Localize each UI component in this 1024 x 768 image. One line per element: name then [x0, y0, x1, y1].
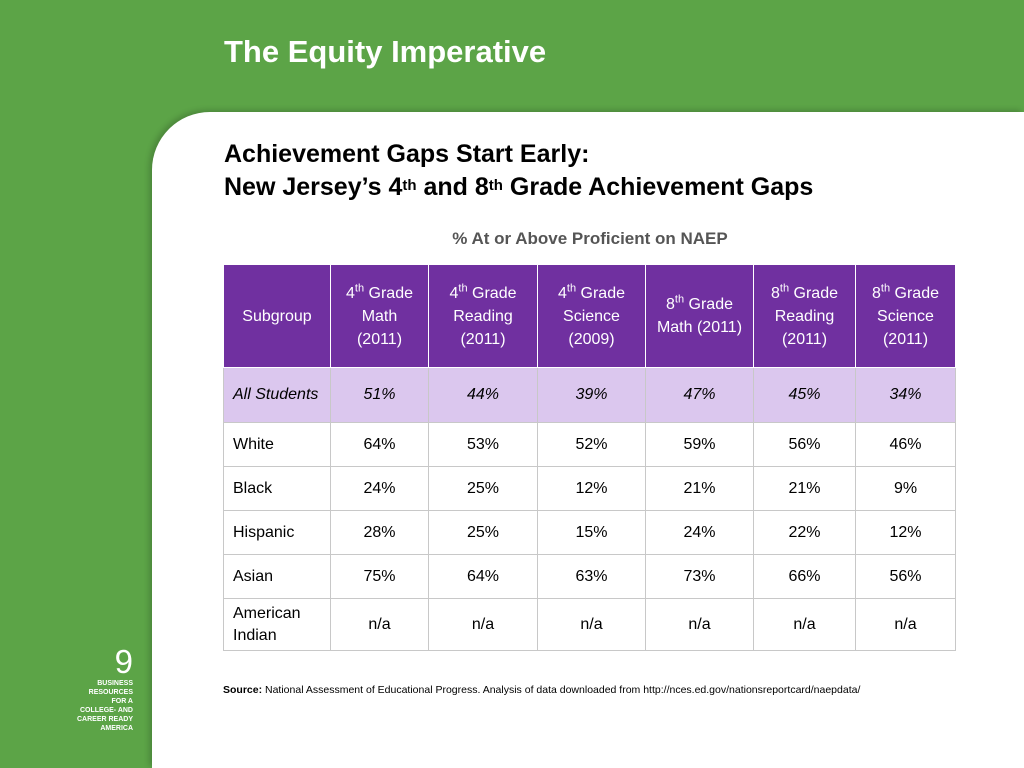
value-cell: 73% [645, 554, 754, 599]
value-cell: 25% [428, 466, 538, 511]
value-cell: 12% [855, 510, 956, 555]
header-grade-number: 4 [557, 284, 567, 302]
subgroup-cell: Hispanic [223, 510, 331, 555]
subtitle-ordinal-1: th [402, 177, 417, 194]
header-column-label: Grade Science (2009) [563, 284, 625, 348]
value-cell: 46% [855, 422, 956, 467]
subgroup-cell: American Indian [223, 598, 331, 651]
table-row: Asian 75% 64% 63% 73% 66% 56% [223, 554, 956, 599]
value-cell: n/a [330, 598, 429, 651]
value-cell: 53% [428, 422, 538, 467]
value-cell: 44% [428, 367, 538, 423]
value-cell: 52% [537, 422, 646, 467]
value-cell: 24% [330, 466, 429, 511]
header-subgroup: Subgroup [223, 264, 331, 368]
source-label: Source: [223, 684, 263, 696]
value-cell: n/a [855, 598, 956, 651]
header-column-label: Grade Math (2011) [656, 296, 743, 336]
value-cell: 64% [428, 554, 538, 599]
value-cell: 39% [537, 367, 646, 423]
header-ordinal: th [458, 282, 468, 295]
value-cell: 59% [645, 422, 754, 467]
value-cell: 75% [330, 554, 429, 599]
header-ordinal: th [566, 282, 577, 295]
value-cell: 51% [330, 367, 429, 423]
value-cell: n/a [428, 598, 538, 651]
brand-wordmark: BUSINESS RESOURCES FOR A COLLEGE- AND CA… [60, 679, 133, 733]
header-column: 4th Grade Reading (2011) [428, 264, 538, 368]
value-cell: 34% [855, 367, 956, 423]
brand-line: RESOURCES [88, 689, 133, 696]
header-grade-number: 8 [770, 284, 780, 302]
value-cell: 45% [753, 367, 856, 423]
value-cell: 12% [537, 466, 646, 511]
header-grade-number: 8 [871, 284, 881, 302]
value-cell: 25% [428, 510, 538, 555]
value-cell: 63% [537, 554, 646, 599]
value-cell: n/a [753, 598, 856, 651]
header-grade-number: 4 [345, 284, 355, 302]
header-column: 8th Grade Reading (2011) [753, 264, 856, 368]
value-cell: 47% [645, 367, 754, 423]
source-text: National Assessment of Educational Progr… [262, 684, 861, 696]
subtitle-line-2-prefix: New Jersey’s 4 [224, 173, 403, 201]
header-grade-number: 8 [665, 296, 675, 313]
slide-title: The Equity Imperative [224, 34, 547, 69]
value-cell: 21% [645, 466, 754, 511]
header-column-label: Grade Reading (2011) [453, 284, 517, 348]
brand-line: FOR A [111, 698, 133, 705]
table-caption: % At or Above Proficient on NAEP [452, 229, 728, 248]
table-row: White 64% 53% 52% 59% 56% 46% [223, 422, 956, 467]
value-cell: 15% [537, 510, 646, 555]
header-column-label: Grade Math (2011) [356, 284, 413, 348]
subgroup-cell: White [223, 422, 331, 467]
value-cell: 21% [753, 466, 856, 511]
value-cell: 22% [753, 510, 856, 555]
slide-subtitle: Achievement Gaps Start Early: New Jersey… [224, 138, 813, 204]
header-ordinal: th [674, 293, 685, 306]
table-row: All Students 51% 44% 39% 47% 45% 34% [223, 367, 956, 423]
table-row: American Indian n/a n/a n/a n/a n/a n/a [223, 598, 956, 651]
subgroup-cell: Asian [223, 554, 331, 599]
subtitle-line-2-suffix: Grade Achievement Gaps [502, 173, 814, 201]
brand-line: AMERICA [100, 725, 133, 732]
value-cell: n/a [645, 598, 754, 651]
header-ordinal: th [354, 282, 365, 295]
value-cell: 56% [855, 554, 956, 599]
brand-line: BUSINESS [97, 680, 133, 687]
header-grade-number: 4 [449, 284, 459, 302]
value-cell: 24% [645, 510, 754, 555]
subtitle-line-1: Achievement Gaps Start Early: [224, 140, 590, 168]
header-column: 4th Grade Science (2009) [537, 264, 646, 368]
header-column: 8th Grade Math (2011) [645, 264, 754, 368]
value-cell: 64% [330, 422, 429, 467]
subtitle-line-2: New Jersey’s 4th and 8th Grade Achieveme… [224, 171, 813, 204]
source-note: Source: National Assessment of Education… [223, 684, 860, 696]
value-cell: 56% [753, 422, 856, 467]
header-column-label: Grade Science (2011) [877, 284, 939, 348]
value-cell: n/a [537, 598, 646, 651]
brand-line: COLLEGE- AND [79, 707, 133, 714]
table-row: Black 24% 25% 12% 21% 21% 9% [223, 466, 956, 511]
table-header-row: Subgroup 4th Grade Math (2011) 4th Grade… [223, 264, 956, 368]
brand-line: CAREER READY [76, 716, 133, 723]
naep-table: Subgroup 4th Grade Math (2011) 4th Grade… [223, 264, 956, 651]
header-ordinal: th [779, 282, 790, 295]
page-number: 9 [114, 643, 133, 680]
value-cell: 9% [855, 466, 956, 511]
subgroup-cell: All Students [223, 367, 331, 423]
header-ordinal: th [880, 282, 891, 295]
header-column-label: Grade Reading (2011) [774, 284, 838, 348]
value-cell: 66% [753, 554, 856, 599]
subgroup-cell: Black [223, 466, 331, 511]
table-row: Hispanic 28% 25% 15% 24% 22% 12% [223, 510, 956, 555]
subtitle-ordinal-2: th [488, 177, 503, 194]
value-cell: 28% [330, 510, 429, 555]
header-column: 4th Grade Math (2011) [330, 264, 429, 368]
header-column: 8th Grade Science (2011) [855, 264, 956, 368]
subtitle-line-2-mid: and 8 [416, 173, 489, 201]
